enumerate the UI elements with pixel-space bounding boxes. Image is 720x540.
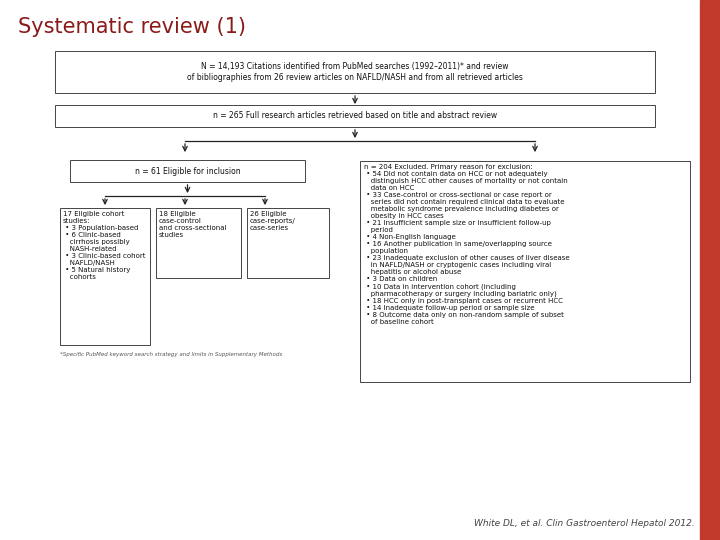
Bar [247, 208, 329, 278]
Bar [360, 161, 690, 382]
Text: n = 265 Full research articles retrieved based on title and abstract review: n = 265 Full research articles retrieved… [213, 111, 497, 120]
Text: n = 61 Eligible for inclusion: n = 61 Eligible for inclusion [135, 166, 240, 176]
Bar [60, 208, 150, 345]
Text: N = 14,193 Citations identified from PubMed searches (1992–2011)* and review
of : N = 14,193 Citations identified from Pub… [187, 62, 523, 82]
Text: 18 Eligible
case-control
and cross-sectional
studies: 18 Eligible case-control and cross-secti… [159, 211, 227, 238]
Bar [55, 51, 655, 93]
Text: Systematic review (1): Systematic review (1) [18, 17, 246, 37]
Bar [156, 208, 241, 278]
Text: White DL, et al. Clin Gastroenterol Hepatol 2012.: White DL, et al. Clin Gastroenterol Hepa… [474, 519, 695, 528]
Text: *Specific PubMed keyword search strategy and limits in Supplementary Methods: *Specific PubMed keyword search strategy… [60, 352, 282, 357]
Text: n = 204 Excluded. Primary reason for exclusion:
 • 54 Did not contain data on HC: n = 204 Excluded. Primary reason for exc… [364, 164, 570, 325]
Text: 17 Eligible cohort
studies:
 • 3 Population-based
 • 6 Clinic-based
   cirrhosis: 17 Eligible cohort studies: • 3 Populati… [63, 211, 145, 280]
Bar [70, 160, 305, 182]
Bar [55, 105, 655, 127]
Text: 26 Eligible
case-reports/
case-series: 26 Eligible case-reports/ case-series [250, 211, 296, 231]
Bar [700, 0, 720, 540]
